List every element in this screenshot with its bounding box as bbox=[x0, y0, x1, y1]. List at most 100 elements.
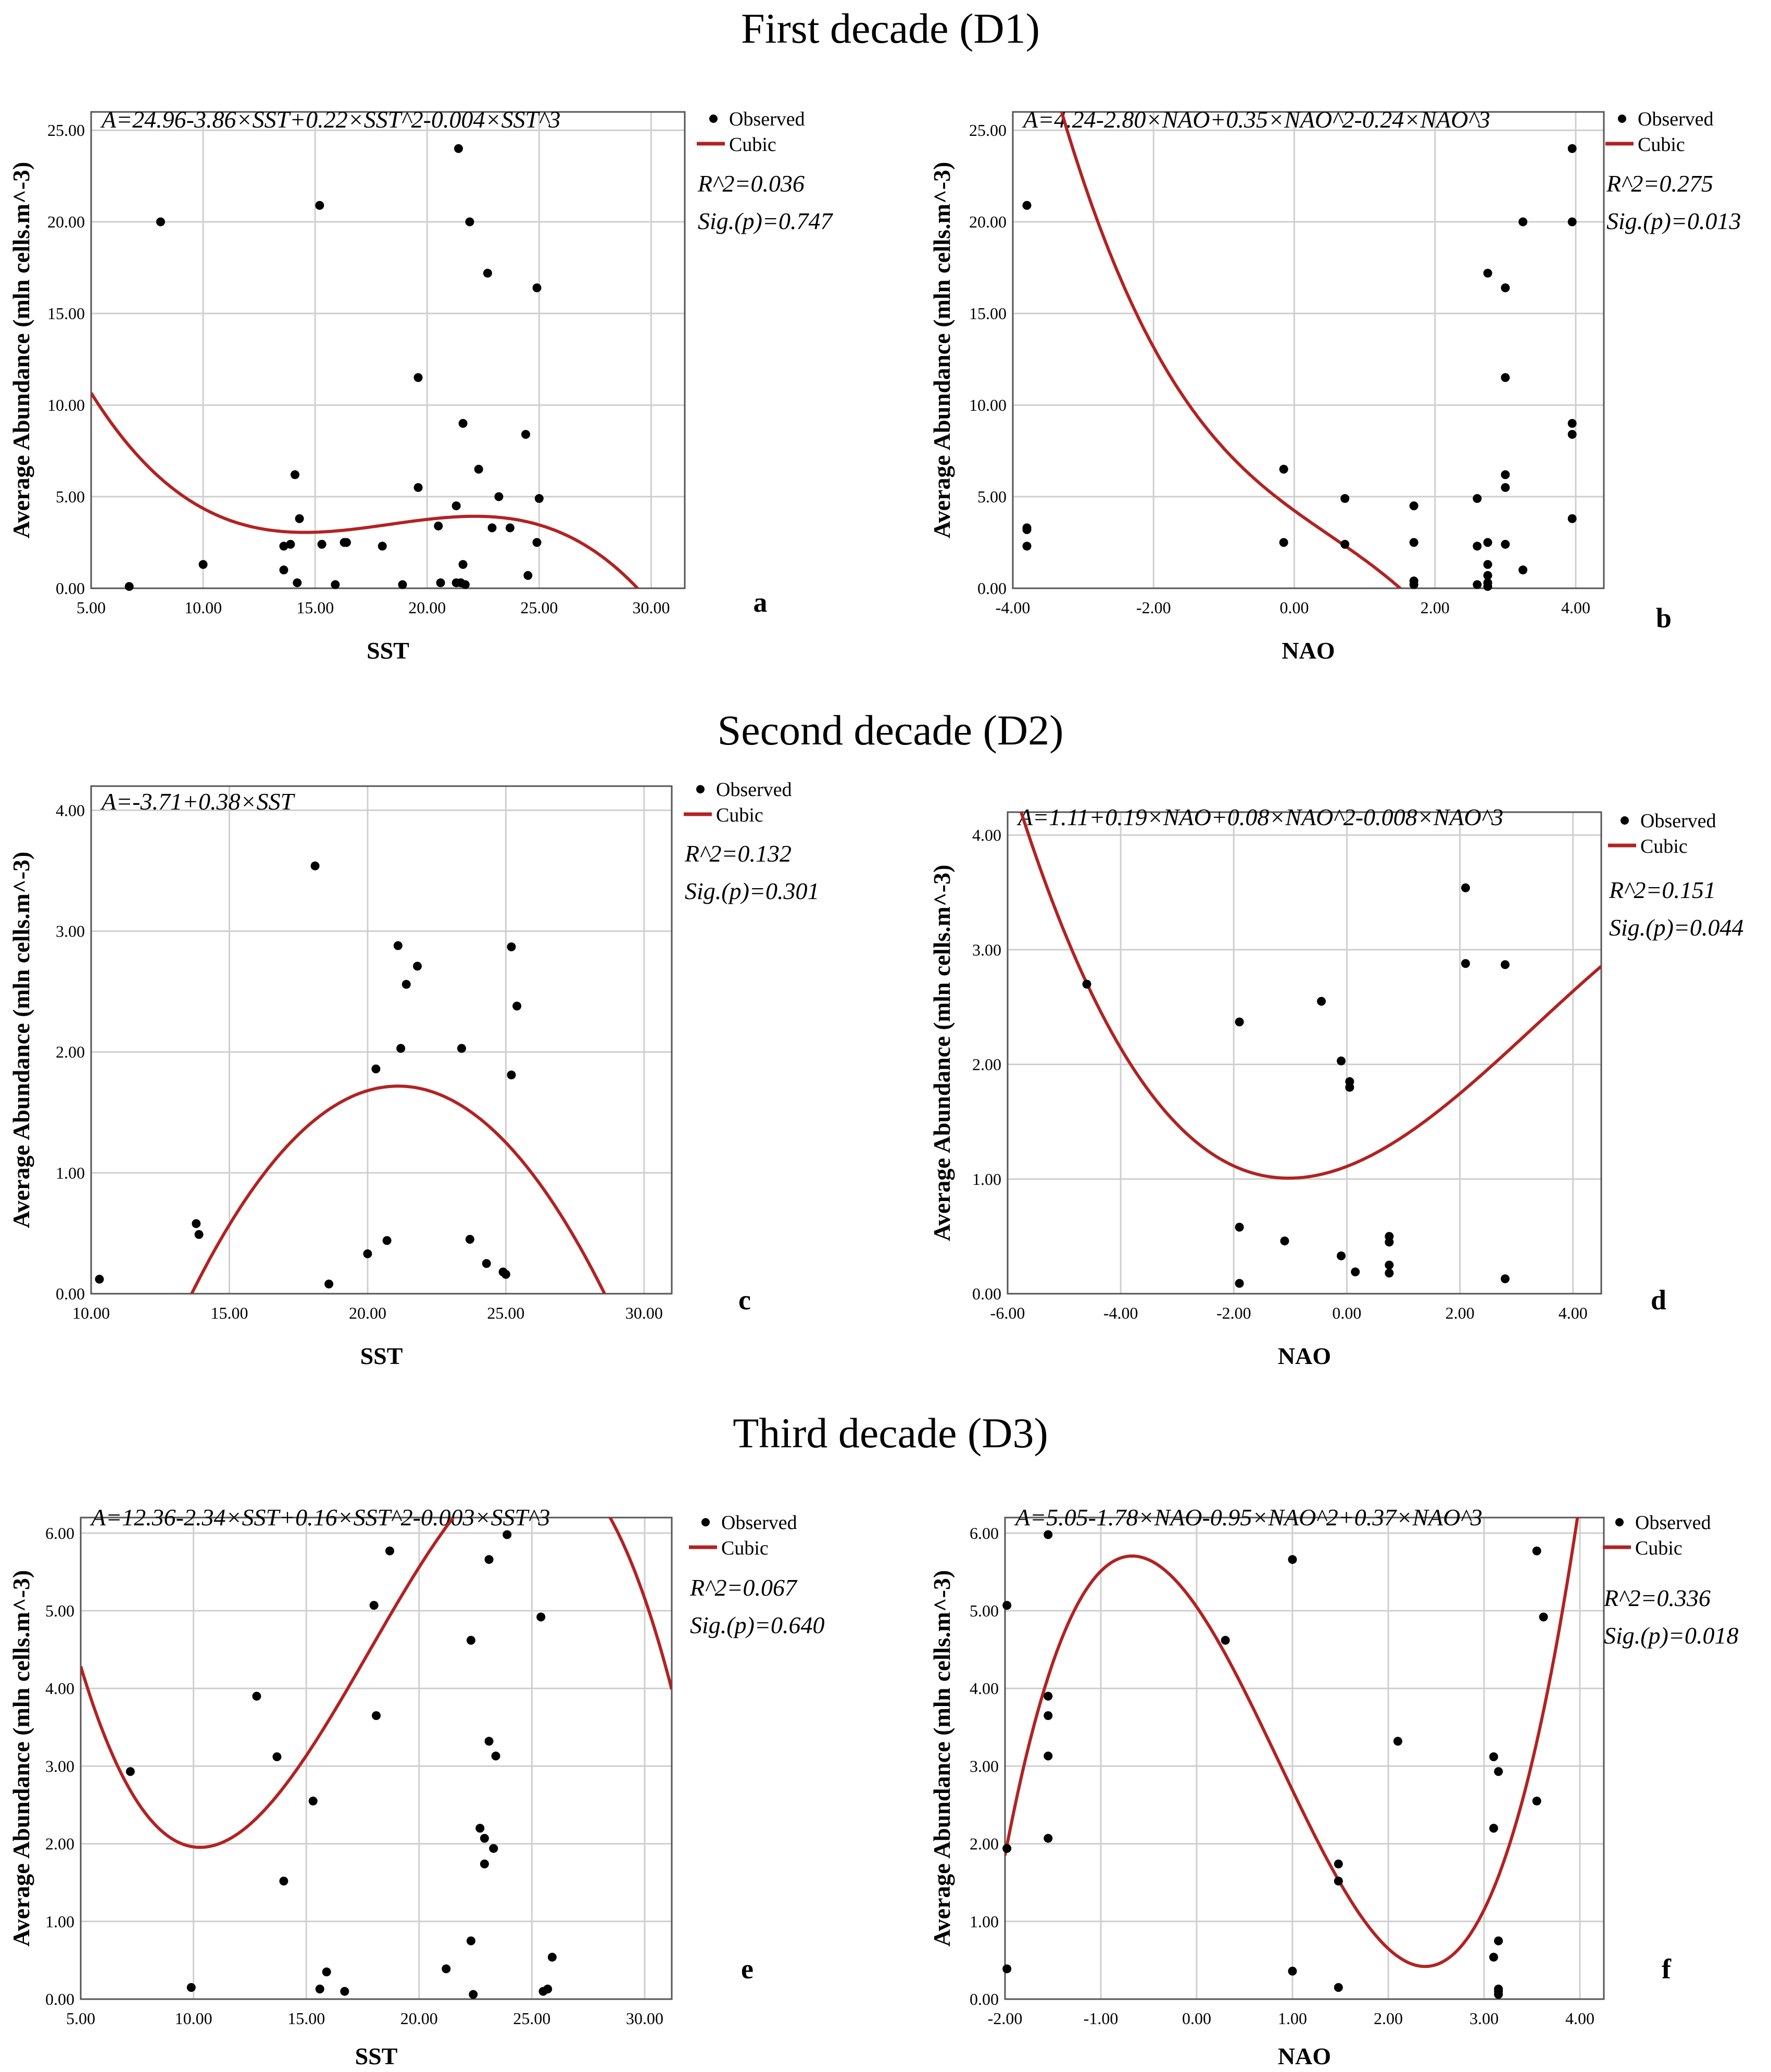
x-axis-label: SST bbox=[355, 2043, 398, 2069]
data-point bbox=[1473, 580, 1482, 589]
data-point bbox=[532, 538, 542, 547]
data-point bbox=[457, 1044, 466, 1053]
x-tick-label: 15.00 bbox=[296, 598, 334, 617]
data-point bbox=[1022, 541, 1032, 551]
x-tick-label: 15.00 bbox=[210, 1304, 248, 1322]
data-point bbox=[1489, 1952, 1498, 1962]
data-point bbox=[465, 1235, 474, 1244]
chart-panel-d: -6.00 -4.00 -2.00 0.00 2.00 4.00 0.00 1.00 2.00 3… bbox=[928, 804, 1743, 1369]
panel-letter: e bbox=[741, 1953, 753, 1985]
data-point bbox=[534, 494, 544, 503]
data-point bbox=[547, 1952, 557, 1962]
legend-observed-marker bbox=[1618, 115, 1626, 123]
r-squared-text: R^2=0.036 bbox=[697, 170, 805, 197]
legend-observed-marker bbox=[1615, 1518, 1624, 1526]
decade-3-header: Third decade (D3) bbox=[733, 1409, 1048, 1457]
y-axis-label: Average Abundance (mln cells.m^-3) bbox=[928, 1570, 955, 1947]
data-point bbox=[1334, 1983, 1343, 1992]
legend-observed-label: Observed bbox=[716, 779, 792, 801]
plot-frame bbox=[90, 785, 673, 1295]
y-axis-label: Average Abundance (mln cells.m^-3) bbox=[928, 162, 955, 538]
chart-panel-c: 10.00 15.00 20.00 25.00 30.00 0.00 1.00 2.00 3.0… bbox=[8, 779, 819, 1369]
data-point bbox=[308, 1797, 318, 1806]
y-tick-label: 15.00 bbox=[47, 304, 85, 323]
cubic-fit-line bbox=[91, 392, 640, 588]
y-tick-label: 4.00 bbox=[56, 801, 85, 819]
fit-equation: A=5.05-1.78×NAO-0.95×NAO^2+0.37×NAO^3 bbox=[1014, 1504, 1483, 1531]
y-tick-label: 6.00 bbox=[970, 1524, 999, 1543]
data-point bbox=[474, 464, 483, 474]
data-point bbox=[363, 1249, 372, 1258]
r-squared-text: R^2=0.132 bbox=[684, 840, 792, 867]
legend-observed-label: Observed bbox=[729, 108, 805, 130]
data-point bbox=[501, 1270, 510, 1279]
data-point bbox=[1518, 217, 1528, 226]
data-point bbox=[1409, 501, 1418, 511]
x-tick-label: -4.00 bbox=[1103, 1304, 1138, 1322]
y-tick-label: 2.00 bbox=[972, 1055, 1001, 1074]
x-tick-label: -2.00 bbox=[1216, 1304, 1251, 1322]
data-point bbox=[1518, 565, 1528, 575]
data-point bbox=[413, 483, 423, 492]
x-tick-label: -6.00 bbox=[990, 1304, 1025, 1322]
x-tick-label: 20.00 bbox=[400, 2009, 438, 2028]
data-point bbox=[1337, 1251, 1346, 1260]
data-point bbox=[1483, 571, 1492, 580]
x-tick-label: 5.00 bbox=[66, 2009, 95, 2028]
data-point bbox=[1483, 560, 1492, 569]
x-tick-label: 10.00 bbox=[175, 2009, 212, 2028]
y-tick-label: 5.00 bbox=[970, 1601, 999, 1620]
y-tick-label: 0.00 bbox=[977, 579, 1007, 598]
legend-observed-marker bbox=[701, 1518, 710, 1526]
fit-equation: A=-3.71+0.38×SST bbox=[100, 788, 296, 815]
legend-observed-label: Observed bbox=[1635, 1512, 1711, 1534]
legend-observed-marker bbox=[1621, 816, 1629, 825]
data-point bbox=[279, 541, 288, 551]
x-tick-label: 4.00 bbox=[1561, 598, 1590, 617]
y-tick-label: 1.00 bbox=[970, 1912, 999, 1931]
x-tick-label: 0.00 bbox=[1279, 598, 1309, 617]
data-point bbox=[543, 1985, 552, 1994]
data-point bbox=[465, 217, 474, 226]
x-tick-label: -4.00 bbox=[996, 598, 1031, 617]
data-point bbox=[279, 1876, 288, 1886]
data-point bbox=[483, 269, 492, 278]
data-point bbox=[469, 1990, 478, 1999]
data-point bbox=[436, 578, 445, 587]
data-point bbox=[1317, 996, 1326, 1006]
x-tick-label: 10.00 bbox=[184, 598, 222, 617]
data-point bbox=[378, 541, 387, 551]
data-point bbox=[1500, 1274, 1510, 1283]
legend-observed-label: Observed bbox=[1640, 810, 1716, 832]
y-tick-label: 0.00 bbox=[45, 1990, 74, 2008]
data-point bbox=[475, 1824, 485, 1833]
data-point bbox=[372, 1711, 381, 1720]
y-tick-label: 3.00 bbox=[970, 1757, 999, 1775]
data-point bbox=[1385, 1260, 1394, 1270]
x-tick-label: 4.00 bbox=[1559, 1304, 1588, 1322]
data-point bbox=[1532, 1797, 1541, 1806]
panel-letter: d bbox=[1651, 1284, 1666, 1316]
x-tick-label: 15.00 bbox=[287, 2009, 325, 2028]
data-point bbox=[369, 1601, 379, 1610]
data-point bbox=[532, 283, 542, 293]
x-tick-label: 3.00 bbox=[1469, 2009, 1499, 2028]
legend-cubic-label: Cubic bbox=[1635, 1537, 1682, 1559]
x-tick-label: 30.00 bbox=[632, 598, 670, 617]
data-point bbox=[125, 1767, 135, 1776]
x-axis-label: NAO bbox=[1278, 2043, 1331, 2069]
data-point bbox=[382, 1236, 392, 1245]
x-tick-label: -2.00 bbox=[988, 2009, 1023, 2028]
data-point bbox=[505, 523, 514, 533]
x-tick-label: 30.00 bbox=[625, 1304, 663, 1322]
data-point bbox=[507, 942, 516, 952]
y-tick-label: 2.00 bbox=[970, 1835, 999, 1853]
legend-cubic-label: Cubic bbox=[1638, 134, 1685, 156]
data-point bbox=[1473, 541, 1482, 551]
data-point bbox=[401, 980, 411, 989]
legend-cubic-label: Cubic bbox=[721, 1537, 769, 1559]
legend-cubic-label: Cubic bbox=[729, 134, 776, 156]
data-point bbox=[512, 1002, 522, 1010]
data-point bbox=[1539, 1612, 1548, 1622]
chart-panel-a: 5.00 10.00 15.00 20.00 25.00 30.000.005.0010.… bbox=[8, 106, 833, 664]
